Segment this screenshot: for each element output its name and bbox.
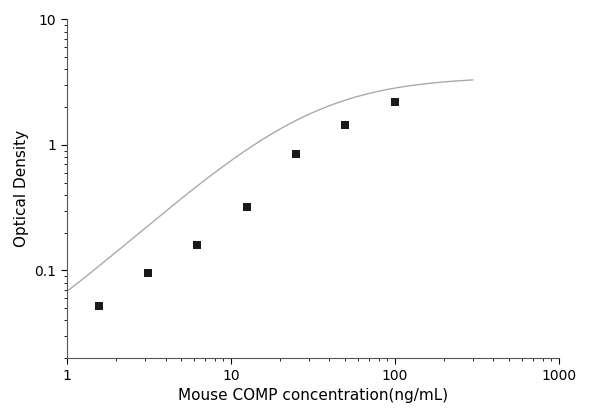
Point [192,241,202,248]
Point [291,151,301,157]
Point [340,121,350,128]
Point [390,98,399,105]
Y-axis label: Optical Density: Optical Density [14,130,29,247]
X-axis label: Mouse COMP concentration(ng/mL): Mouse COMP concentration(ng/mL) [178,388,448,403]
Point [242,203,251,210]
Point [94,303,103,309]
Point [143,270,153,276]
